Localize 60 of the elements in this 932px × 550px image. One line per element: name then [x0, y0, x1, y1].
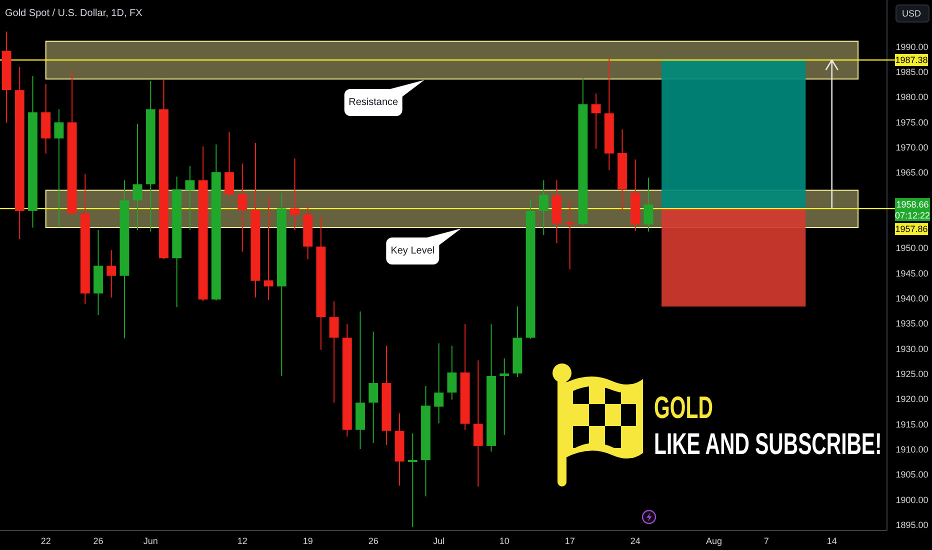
candlestick: [447, 345, 457, 400]
x-tick-label: Aug: [706, 536, 722, 546]
x-tick-label: 22: [40, 536, 51, 546]
candlestick: [329, 300, 339, 404]
y-tick-label: 1925.00: [896, 368, 928, 379]
y-tick-label: 1910.00: [896, 444, 928, 454]
annotation: 07:12:22: [894, 210, 930, 221]
y-tick-label: 1970.00: [896, 142, 928, 152]
y-tick-label: 1945.00: [896, 268, 928, 278]
candlestick: [473, 360, 483, 488]
x-tick-label: 26: [368, 536, 378, 546]
candlestick: [132, 123, 142, 231]
y-axis-title: USD: [902, 8, 922, 18]
candlestick: [224, 131, 234, 198]
y-tick-label: 1920.00: [896, 394, 928, 404]
y-tick-label: 1900.00: [896, 494, 928, 505]
y-tick-label: 1915.00: [896, 419, 928, 430]
candlestick: [538, 180, 548, 236]
y-tick-label: 1980.00: [896, 92, 928, 102]
x-tick-label: Jul: [433, 536, 445, 546]
candlestick: [434, 342, 444, 424]
candlestick: [368, 331, 378, 444]
candlestick: [591, 93, 601, 149]
text: 1958.66: [896, 200, 929, 210]
candlestick: [500, 358, 510, 436]
x-tick-label: 7: [764, 536, 769, 546]
candlestick: [54, 108, 64, 228]
y-tick-label: 1990.00: [896, 42, 928, 52]
x-tick-label: 14: [826, 536, 837, 546]
ref-line-label: 1957.86: [895, 224, 928, 234]
y-tick-label: 1930.00: [896, 344, 928, 354]
band-label: Resistance: [348, 97, 399, 108]
y-tick-label: 1965.00: [896, 168, 928, 178]
band-label: Key Level: [390, 246, 435, 256]
x-tick-label: Jun: [143, 536, 158, 546]
x-tick-label: 12: [237, 536, 248, 546]
annotation: GOLD: [654, 390, 713, 426]
x-tick-label: 26: [93, 536, 104, 546]
candlestick: [408, 432, 418, 528]
candlestick: [238, 163, 248, 252]
annotation: LIKE AND SUBSCRIBE!: [654, 428, 882, 462]
candlestick: [290, 158, 300, 231]
x-tick-label: 19: [302, 536, 313, 546]
candlestick: [644, 177, 654, 232]
y-tick-label: 1905.00: [896, 470, 928, 480]
candlestick: [106, 250, 116, 298]
ref-line-label: 1987.38: [895, 54, 928, 65]
y-tick-label: 1935.00: [896, 318, 928, 329]
candlestick: [264, 195, 274, 300]
x-tick-label: 24: [630, 536, 640, 546]
y-tick-label: 1940.00: [896, 293, 928, 304]
x-tick-label: 17: [564, 536, 575, 546]
candlestick: [565, 199, 575, 270]
y-tick-label: 1950.00: [896, 243, 928, 254]
text: Gold Spot / U.S. Dollar, 1D, FX: [5, 8, 143, 19]
y-tick-label: 1985.00: [896, 66, 928, 77]
x-tick-label: 10: [499, 536, 510, 546]
y-tick-label: 1895.00: [896, 520, 928, 530]
y-tick-label: 1975.00: [896, 117, 928, 128]
candlestick: [185, 166, 195, 231]
